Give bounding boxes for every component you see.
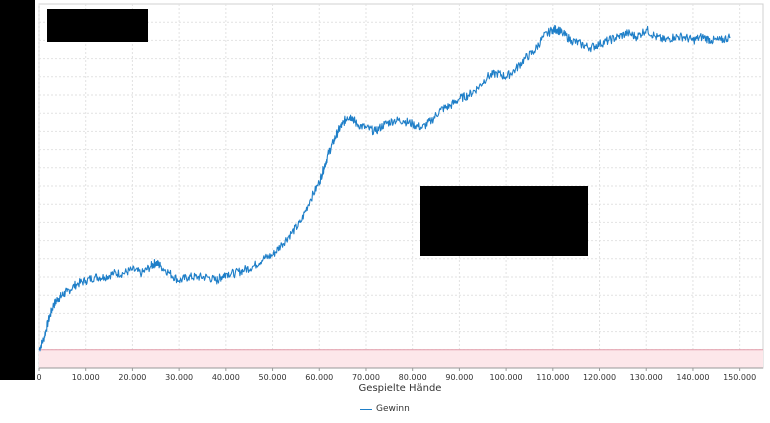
x-tick-label: 40.000 bbox=[212, 373, 240, 382]
series-layer bbox=[38, 24, 731, 352]
redaction-block-left-axis bbox=[0, 0, 35, 380]
x-tick-label: 130.000 bbox=[630, 373, 663, 382]
negative-region bbox=[39, 349, 763, 368]
x-tick-label: 110.000 bbox=[536, 373, 569, 382]
x-tick-label: 90.000 bbox=[445, 373, 473, 382]
x-tick-label: 80.000 bbox=[399, 373, 427, 382]
x-tick-label: 70.000 bbox=[352, 373, 380, 382]
x-tick-label: 100.000 bbox=[490, 373, 523, 382]
x-tick-label: 0 bbox=[36, 373, 41, 382]
grid bbox=[38, 4, 763, 368]
x-tick-label: 150.000 bbox=[723, 373, 756, 382]
legend-label: Gewinn bbox=[376, 404, 410, 414]
x-tick-label: 50.000 bbox=[259, 373, 287, 382]
x-tick-label: 140.000 bbox=[676, 373, 709, 382]
x-tick-label: 120.000 bbox=[583, 373, 616, 382]
x-tick-label: 30.000 bbox=[165, 373, 193, 382]
redaction-block-center bbox=[420, 186, 588, 256]
x-axis-title: Gespielte Hände bbox=[359, 383, 442, 394]
x-ticks: 0 10.000 20.000 30.000 40.000 50.000 60.000 70.… bbox=[36, 368, 756, 382]
legend: Gewinn bbox=[360, 402, 410, 416]
x-tick-label: 60.000 bbox=[305, 373, 333, 382]
series-line-gewinn bbox=[38, 24, 731, 352]
x-tick-label: 10.000 bbox=[72, 373, 100, 382]
x-tick-label: 20.000 bbox=[118, 373, 146, 382]
legend-swatch bbox=[360, 408, 372, 410]
redaction-block-top-left bbox=[47, 9, 148, 42]
